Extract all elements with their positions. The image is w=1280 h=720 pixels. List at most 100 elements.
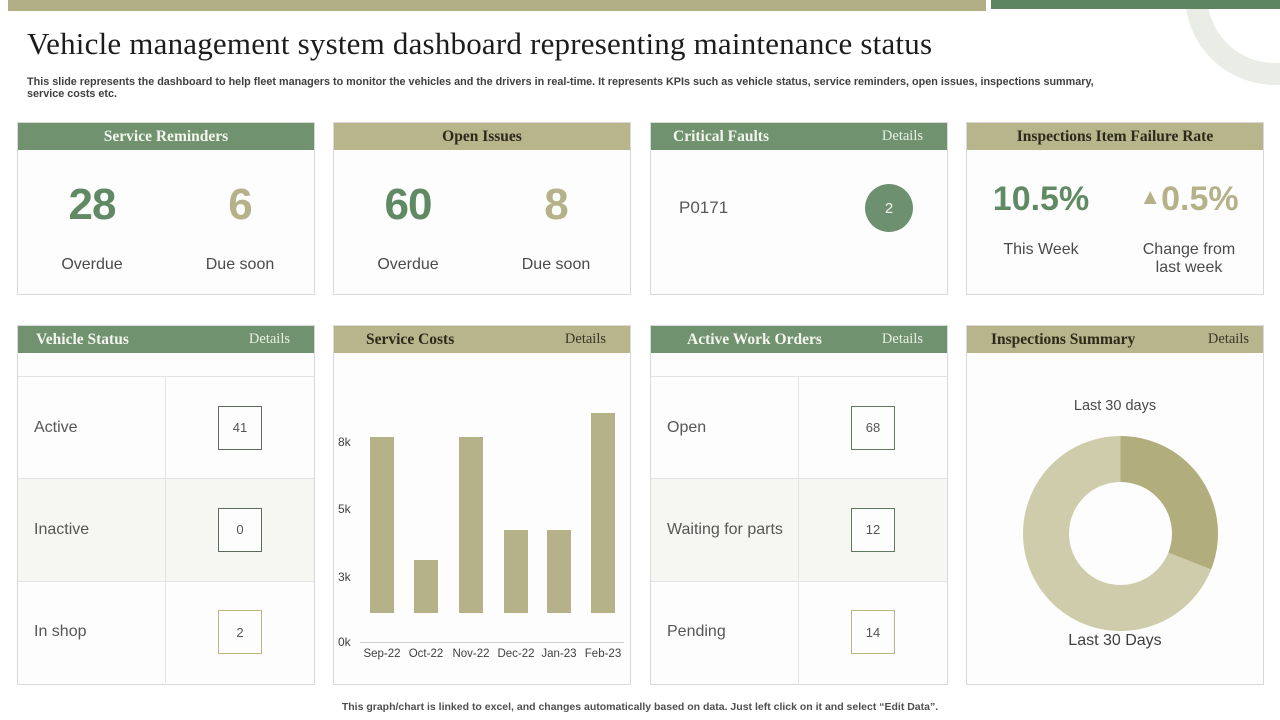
page-subtitle: This slide represents the dashboard to h…	[27, 76, 1094, 100]
xlabel-feb-23: Feb-23	[584, 648, 622, 660]
row-label: Inactive	[18, 479, 166, 581]
kpi-body: 28 Overdue 6 Due soon	[18, 150, 314, 274]
fault-count-badge: 2	[865, 184, 913, 232]
kpi-change: ▲0.5% Change from last week	[1115, 150, 1263, 278]
change-value: ▲0.5%	[1115, 180, 1263, 219]
ytick-8k: 8k	[338, 435, 351, 449]
overdue-value: 28	[68, 180, 117, 229]
card-inspections-summary: Inspections Summary Details Last 30 days…	[966, 325, 1264, 685]
card-service-costs: Service Costs Details 8k 5k 3k 0k Sep-22…	[333, 325, 631, 685]
x-axis-line	[360, 642, 624, 643]
fault-code: P0171	[679, 198, 729, 217]
card-header-failure-rate: Inspections Item Failure Rate	[967, 123, 1263, 150]
page-title: Vehicle management system dashboard repr…	[27, 26, 933, 61]
xlabel-oct-22: Oct-22	[408, 648, 444, 660]
kpi-body: 10.5% This Week ▲0.5% Change from last w…	[967, 150, 1263, 278]
change-label: Change from last week	[1142, 241, 1236, 277]
work-orders-table: Open 68 Waiting for parts 12 Pending 14	[651, 377, 947, 683]
value-box: 0	[218, 507, 262, 552]
bar-feb-23	[591, 413, 615, 613]
card-vehicle-status: Vehicle Status Details Active 41 Inactiv…	[17, 325, 315, 685]
details-link[interactable]: Details	[564, 331, 606, 347]
row-value-cell: 14	[799, 582, 947, 683]
value-box: 12	[851, 507, 895, 552]
kpi-this-week: 10.5% This Week	[967, 150, 1115, 278]
bar-jan-23	[547, 529, 571, 613]
row-value-cell: 41	[166, 377, 314, 478]
kpi-body: 60 Overdue 8 Due soon	[334, 150, 630, 274]
change-value-number: 0.5%	[1161, 180, 1239, 218]
row-value-cell: 0	[166, 479, 314, 580]
table-row: Inactive 0	[18, 478, 314, 581]
top-accent-bar-olive	[8, 0, 986, 11]
row-value-cell: 2	[166, 582, 314, 683]
fault-row: P0171 2	[651, 150, 947, 232]
details-link[interactable]: Details	[1207, 331, 1249, 347]
overdue-label: Overdue	[61, 256, 123, 273]
service-costs-bar-chart: 8k 5k 3k 0k Sep-22 Oct-22 Nov-22 Dec-22 …	[334, 353, 630, 684]
table-row: Waiting for parts 12	[651, 478, 947, 581]
due-soon-value: 8	[544, 180, 568, 229]
decorative-ring	[1185, 0, 1280, 85]
overdue-value: 60	[384, 180, 433, 229]
card-service-reminders: Service Reminders 28 Overdue 6 Due soon	[17, 122, 315, 295]
card-header-inspections-summary: Inspections Summary Details	[967, 326, 1263, 353]
card-open-issues: Open Issues 60 Overdue 8 Due soon	[333, 122, 631, 295]
row-label: Pending	[651, 581, 799, 683]
donut-label-bottom: Last 30 Days	[1068, 632, 1162, 649]
xlabel-dec-22: Dec-22	[497, 648, 535, 660]
card-header-service-reminders: Service Reminders	[18, 123, 314, 150]
due-soon-label: Due soon	[205, 256, 275, 273]
ytick-5k: 5k	[338, 502, 351, 516]
card-failure-rate: Inspections Item Failure Rate 10.5% This…	[966, 122, 1264, 295]
bar-nov-22	[459, 437, 483, 613]
xlabel-nov-22: Nov-22	[452, 648, 490, 660]
details-link[interactable]: Details	[881, 331, 923, 347]
card-title: Service Reminders	[103, 127, 229, 145]
card-header-service-costs: Service Costs Details	[334, 326, 630, 353]
top-accent-bar-green	[991, 0, 1280, 9]
card-title: Critical Faults	[673, 127, 769, 145]
card-header-active-work-orders: Active Work Orders Details	[651, 326, 947, 353]
card-critical-faults: Critical Faults Details P0171 2	[650, 122, 948, 295]
bar-oct-22	[414, 559, 438, 613]
due-soon-label: Due soon	[521, 256, 591, 273]
vehicle-status-table: Active 41 Inactive 0 In shop 2	[18, 377, 314, 683]
page-footer-note: This graph/chart is linked to excel, and…	[341, 701, 939, 713]
table-header-spacer	[18, 353, 314, 377]
due-soon-value: 6	[228, 180, 252, 229]
details-link[interactable]: Details	[881, 128, 923, 144]
up-arrow-icon: ▲	[1139, 184, 1162, 209]
value-box: 2	[218, 610, 262, 655]
row-label: In shop	[18, 581, 166, 683]
table-row: Pending 14	[651, 580, 947, 683]
kpi-due-soon: 6 Due soon	[166, 150, 314, 274]
inspections-donut	[1023, 436, 1218, 631]
details-link[interactable]: Details	[248, 331, 290, 347]
table-row: In shop 2	[18, 580, 314, 683]
table-row: Open 68	[651, 377, 947, 479]
ytick-0k: 0k	[338, 635, 351, 649]
bar-dec-22	[504, 529, 528, 613]
row-value-cell: 12	[799, 479, 947, 580]
card-title: Vehicle Status	[36, 330, 129, 348]
donut-label-top: Last 30 days	[1073, 398, 1157, 414]
xlabel-jan-23: Jan-23	[541, 648, 577, 660]
value-box: 41	[218, 405, 262, 450]
bar-sep-22	[370, 437, 394, 613]
card-title: Active Work Orders	[687, 330, 822, 348]
table-row: Active 41	[18, 377, 314, 479]
value-box: 68	[851, 405, 895, 450]
row-label: Waiting for parts	[651, 479, 799, 581]
card-title: Inspections Summary	[991, 330, 1136, 348]
card-header-vehicle-status: Vehicle Status Details	[18, 326, 314, 353]
this-week-label: This Week	[1003, 241, 1079, 258]
kpi-overdue: 60 Overdue	[334, 150, 482, 274]
card-header-critical-faults: Critical Faults Details	[651, 123, 947, 150]
card-title: Open Issues	[442, 127, 522, 145]
kpi-overdue: 28 Overdue	[18, 150, 166, 274]
overdue-label: Overdue	[377, 256, 439, 273]
card-title: Inspections Item Failure Rate	[1016, 127, 1214, 145]
card-active-work-orders: Active Work Orders Details Open 68 Waiti…	[650, 325, 948, 685]
value-box: 14	[851, 610, 895, 655]
